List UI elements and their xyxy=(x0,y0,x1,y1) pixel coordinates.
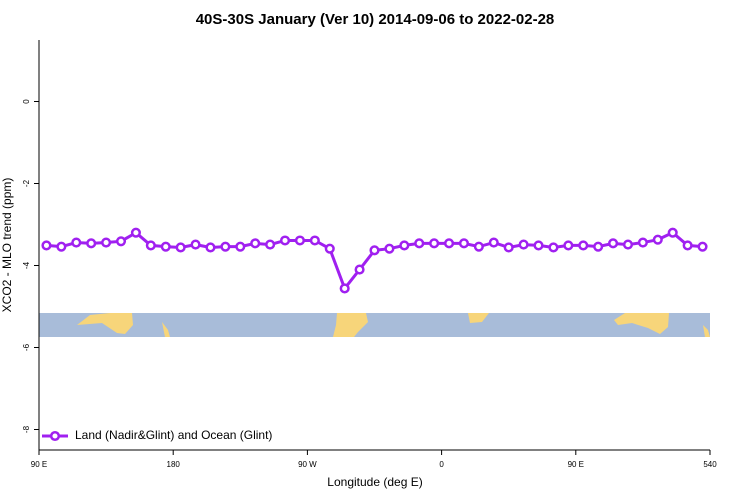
land xyxy=(333,313,368,337)
point xyxy=(309,235,320,246)
point xyxy=(294,235,305,246)
y-tick-label: -6 xyxy=(22,343,31,351)
point xyxy=(160,241,171,252)
point xyxy=(518,239,529,250)
x-tick-label: 180 xyxy=(167,460,181,469)
point xyxy=(145,240,156,251)
point xyxy=(130,227,141,238)
point xyxy=(682,240,693,251)
land xyxy=(703,325,710,337)
point xyxy=(41,240,52,251)
point xyxy=(279,235,291,246)
map-strip xyxy=(39,313,710,337)
point xyxy=(56,241,67,252)
point xyxy=(265,239,276,250)
point xyxy=(444,238,455,249)
legend-marker xyxy=(49,430,61,442)
ocean xyxy=(39,313,710,337)
point xyxy=(503,242,514,253)
x-tick-label: 90 W xyxy=(298,460,317,469)
point xyxy=(593,241,604,252)
point xyxy=(384,243,395,254)
point xyxy=(324,243,335,254)
point xyxy=(667,227,678,238)
point xyxy=(235,241,246,252)
y-axis-label: XCO2 - MLO trend (ppm) xyxy=(0,178,14,313)
point xyxy=(697,241,708,252)
point xyxy=(250,238,261,249)
x-tick-label: 90 E xyxy=(31,460,47,469)
point xyxy=(429,238,440,249)
x-tick-label: 0 xyxy=(439,460,444,469)
point xyxy=(637,237,648,248)
point xyxy=(414,238,425,249)
point xyxy=(354,264,365,275)
land xyxy=(614,313,669,334)
y-tick-label: -2 xyxy=(22,179,31,187)
point xyxy=(369,245,380,256)
point xyxy=(339,283,350,294)
point xyxy=(533,240,544,251)
point xyxy=(205,242,216,253)
point xyxy=(175,242,186,253)
point xyxy=(458,238,470,249)
point xyxy=(548,242,559,253)
point xyxy=(563,240,574,251)
point xyxy=(115,236,127,247)
point xyxy=(399,240,410,251)
point xyxy=(488,237,499,248)
legend-label: Land (Nadir&Glint) and Ocean (Glint) xyxy=(75,428,272,442)
point xyxy=(71,237,82,248)
x-tick-label: 540 xyxy=(703,460,717,469)
land xyxy=(77,313,133,334)
y-tick-label: 0 xyxy=(22,99,31,104)
point xyxy=(578,240,589,251)
y-tick-label: -4 xyxy=(22,261,31,269)
point xyxy=(608,238,619,249)
point xyxy=(622,239,634,250)
point xyxy=(652,234,663,245)
x-axis-label: Longitude (deg E) xyxy=(327,475,422,489)
chart-title: 40S-30S January (Ver 10) 2014-09-06 to 2… xyxy=(196,11,555,28)
point xyxy=(190,239,201,250)
y-tick-label: -8 xyxy=(22,425,31,433)
point xyxy=(220,241,231,252)
point xyxy=(101,237,112,248)
point xyxy=(86,238,97,249)
series-line xyxy=(46,230,703,292)
point xyxy=(473,241,484,252)
land xyxy=(468,313,489,323)
x-tick-label: 90 E xyxy=(568,460,584,469)
land xyxy=(162,322,170,337)
